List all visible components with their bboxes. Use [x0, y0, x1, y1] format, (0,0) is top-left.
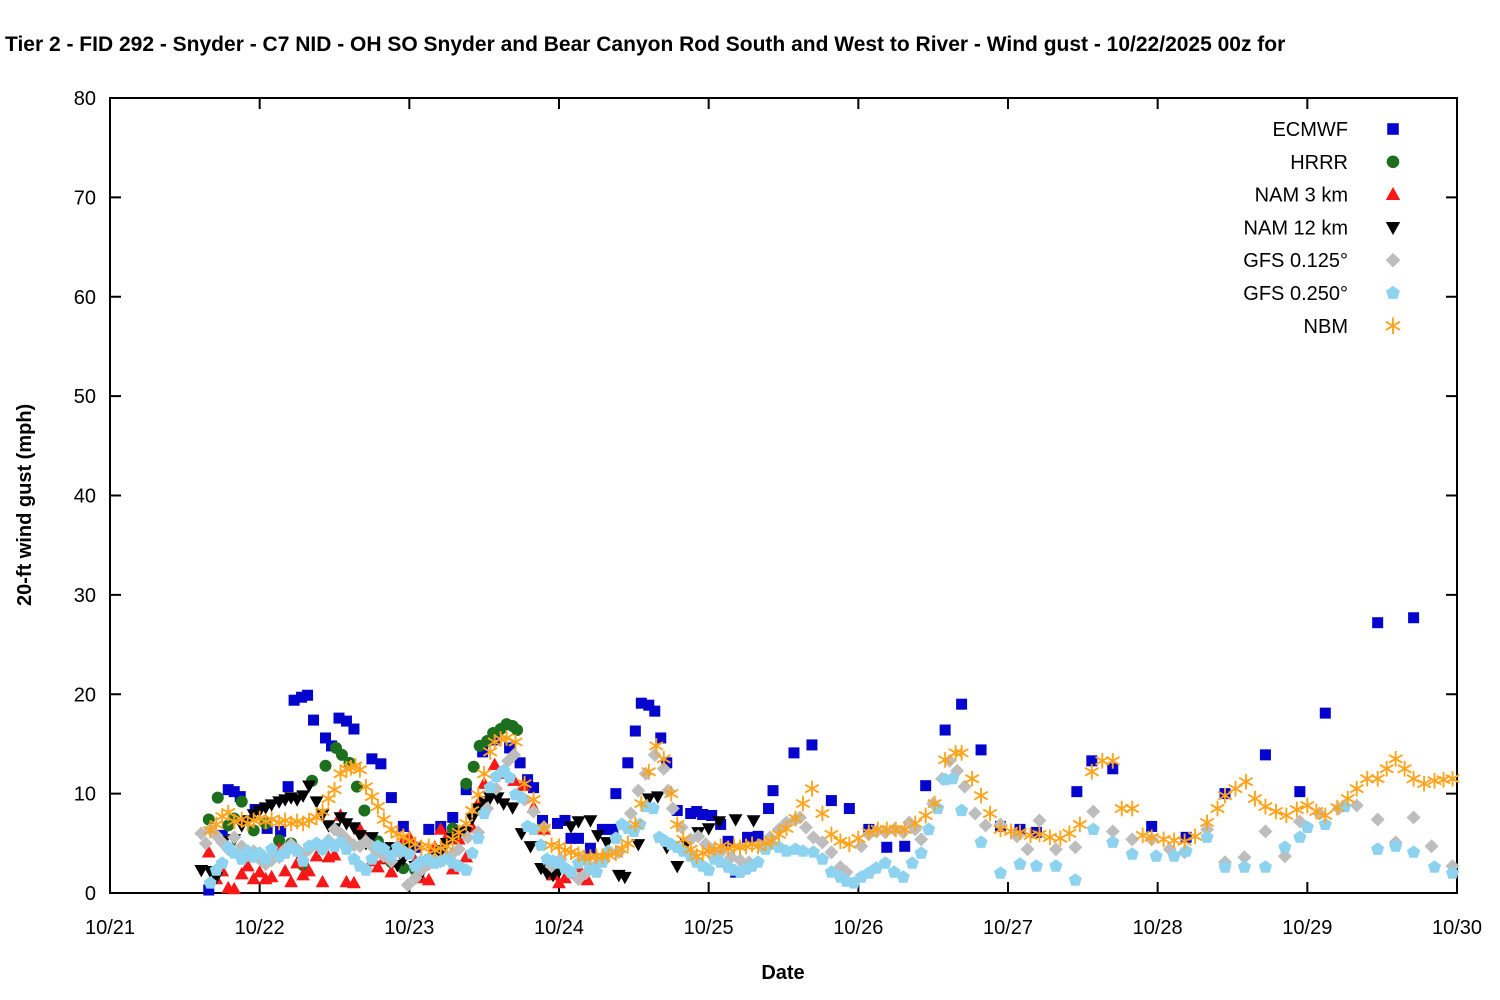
- legend-item-nam-12-km: NAM 12 km: [1244, 217, 1401, 239]
- legend-item-gfs-0-250-: GFS 0.250°: [1243, 283, 1400, 305]
- x-tick-label: 10/25: [684, 917, 734, 939]
- legend-label: GFS 0.125°: [1243, 250, 1348, 272]
- y-tick-label: 80: [74, 88, 96, 110]
- y-tick-label: 50: [74, 386, 96, 408]
- x-tick-label: 10/29: [1282, 917, 1332, 939]
- x-tick-label: 10/22: [235, 917, 285, 939]
- y-tick-label: 40: [74, 486, 96, 508]
- axes-ticks: 10/21 10/22 10/23 10/24 10/25 10/26 10/27 10/28…: [74, 88, 1482, 939]
- legend-item-hrrr: HRRR: [1290, 152, 1400, 174]
- legend-marker-circle-icon: [1386, 155, 1400, 169]
- y-tick-label: 70: [74, 187, 96, 209]
- legend-label: GFS 0.250°: [1243, 283, 1348, 305]
- y-tick-label: 0: [85, 883, 96, 905]
- chart-title: Tier 2 - FID 292 - Snyder - C7 NID - OH …: [5, 33, 1286, 56]
- series-gfs-0-250-: [203, 763, 1460, 889]
- x-tick-label: 10/24: [534, 917, 584, 939]
- legend-item-ecmwf: ECMWF: [1272, 119, 1399, 141]
- legend-marker-square-icon: [1387, 123, 1399, 135]
- legend-item-gfs-0-125-: GFS 0.125°: [1243, 250, 1401, 272]
- legend-marker-diamond-icon: [1385, 252, 1401, 268]
- legend-marker-triangle-up-icon: [1385, 187, 1401, 201]
- x-tick-label: 10/28: [1133, 917, 1183, 939]
- x-tick-label: 10/27: [983, 917, 1033, 939]
- y-tick-label: 60: [74, 287, 96, 309]
- legend-marker-triangle-down-icon: [1385, 221, 1401, 235]
- y-tick-label: 10: [74, 784, 96, 806]
- x-tick-label: 10/26: [833, 917, 883, 939]
- legend-label: NBM: [1304, 316, 1348, 338]
- legend-label: HRRR: [1290, 152, 1348, 174]
- legend-item-nam-3-km: NAM 3 km: [1255, 185, 1401, 207]
- y-tick-label: 30: [74, 585, 96, 607]
- legend-item-nbm: NBM: [1304, 316, 1401, 338]
- legend-marker-pentagon-icon: [1386, 285, 1400, 299]
- legend-label: NAM 12 km: [1244, 217, 1348, 239]
- x-tick-label: 10/21: [85, 917, 135, 939]
- y-tick-label: 20: [74, 684, 96, 706]
- legend-label: ECMWF: [1272, 119, 1348, 141]
- x-tick-label: 10/30: [1432, 917, 1482, 939]
- legend-label: NAM 3 km: [1255, 185, 1348, 207]
- y-axis-title: 20-ft wind gust (mph): [14, 403, 36, 607]
- series-nbm: [203, 730, 1460, 866]
- legend: ECMWF HRRR NAM 3 km NAM 12 km GFS 0.125° GFS …: [1243, 119, 1401, 338]
- x-tick-label: 10/23: [384, 917, 434, 939]
- x-axis-title: Date: [761, 962, 805, 984]
- legend-marker-asterisk-icon: [1385, 317, 1401, 334]
